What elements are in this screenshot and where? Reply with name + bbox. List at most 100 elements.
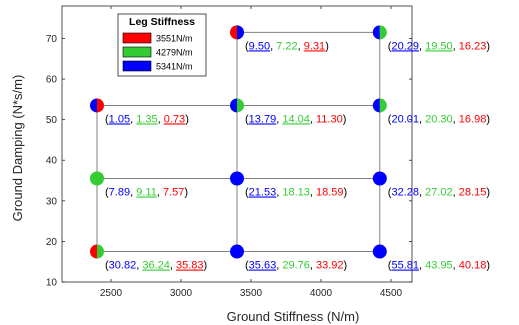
annotation-value: 9.11 [136, 187, 157, 199]
annotation-paren: ( [245, 113, 249, 125]
point-left-half [230, 98, 237, 113]
value-annotation: (1.05, 1.35, 0.73) [105, 113, 189, 125]
annotation-paren: ( [245, 260, 249, 272]
point-right-half [379, 98, 387, 113]
value-annotation: (7.89, 9.11, 7.57) [105, 187, 188, 199]
annotation-value: 14.04 [282, 113, 310, 125]
x-tick-label: 3500 [240, 288, 263, 299]
annotation-value: 9.50 [249, 40, 270, 52]
data-point [89, 244, 104, 259]
annotation-separator: , [453, 187, 459, 199]
point-left-half [89, 244, 97, 259]
annotation-paren: ( [388, 260, 392, 272]
annotation-value: 55.81 [391, 260, 419, 272]
data-point [230, 25, 244, 40]
annotation-separator: , [157, 187, 163, 199]
annotation-separator: , [419, 40, 425, 52]
annotation-value: 16.98 [459, 113, 487, 125]
legend-title: Leg Stiffness [129, 16, 195, 28]
annotation-paren: ( [388, 40, 392, 52]
value-annotation: (55.81, 43.95, 40.18) [388, 260, 490, 272]
annotation-separator: , [276, 113, 282, 125]
annotation-paren: ( [105, 113, 109, 125]
point-left-half [372, 98, 380, 113]
annotation-separator: ) [486, 260, 490, 272]
annotation-separator: , [453, 113, 459, 125]
annotation-value: 36.24 [142, 260, 170, 272]
annotation-separator: , [170, 260, 176, 272]
annotation-paren: ( [388, 113, 392, 125]
annotation-separator: ) [486, 40, 490, 52]
value-annotation: (30.82, 36.24, 35.83) [105, 260, 207, 272]
annotation-value: 13.79 [249, 113, 277, 125]
annotation-separator: ) [486, 113, 490, 125]
point-fill [90, 171, 104, 186]
annotation-separator: , [419, 113, 425, 125]
y-tick-label: 40 [46, 156, 58, 167]
data-point [230, 171, 244, 186]
annotation-value: 11.30 [316, 113, 343, 125]
annotation-value: 27.02 [425, 187, 453, 199]
value-annotation: (32.28, 27.02, 28.15) [388, 187, 490, 199]
point-left-half [230, 25, 237, 40]
point-right-half [237, 98, 244, 113]
legend-swatch [122, 60, 152, 72]
annotation-separator: , [310, 187, 316, 199]
annotation-separator: , [270, 40, 276, 52]
plot-frame [61, 5, 413, 283]
value-annotation: (20.01, 20.30, 16.98) [388, 113, 490, 125]
point-fill [372, 244, 387, 259]
annotation-separator: ) [344, 187, 348, 199]
annotation-separator: ) [325, 40, 329, 52]
legend: Leg Stiffness 3551N/m 4279N/m 5341N/m [117, 13, 207, 77]
data-point [90, 98, 104, 113]
annotation-separator: , [310, 260, 316, 272]
point-left-half [90, 98, 97, 113]
y-tick-label: 30 [46, 196, 58, 207]
annotation-paren: ( [245, 187, 249, 199]
annotation-value: 7.22 [276, 40, 297, 52]
point-right-half [97, 244, 104, 259]
legend-swatch [122, 32, 152, 44]
legend-entry-label: 4279N/m [156, 48, 193, 58]
annotation-paren: ( [245, 40, 249, 52]
data-point [372, 25, 387, 40]
annotation-paren: ( [388, 187, 392, 199]
point-right-half [97, 98, 104, 113]
legend-swatch [122, 46, 152, 58]
annotation-value: 20.30 [425, 113, 453, 125]
annotation-separator: , [453, 260, 459, 272]
annotation-separator: , [158, 113, 164, 125]
value-annotation: (20.29, 19.50, 16.23) [388, 40, 490, 52]
data-point [230, 98, 244, 113]
annotation-separator: , [276, 187, 282, 199]
annotation-paren: ( [105, 260, 109, 272]
point-fill [372, 171, 387, 186]
y-tick-label: 60 [46, 75, 58, 86]
annotation-value: 0.73 [164, 113, 185, 125]
value-annotation: (21.53, 18.13, 18.59) [245, 187, 347, 199]
annotation-separator: , [310, 113, 316, 125]
annotation-value: 40.18 [459, 260, 487, 272]
annotation-separator: ) [343, 113, 347, 125]
annotation-value: 20.01 [391, 113, 419, 125]
annotation-separator: ) [185, 113, 189, 125]
legend-entry-label: 5341N/m [156, 62, 193, 72]
annotation-value: 30.82 [109, 260, 137, 272]
point-right-half [379, 25, 387, 40]
data-point [372, 98, 387, 113]
data-point [372, 171, 387, 186]
annotation-value: 1.05 [109, 113, 130, 125]
y-tick-label: 20 [46, 237, 58, 248]
annotation-separator: , [298, 40, 304, 52]
annotation-separator: ) [204, 260, 208, 272]
value-annotation: (13.79, 14.04, 11.30) [245, 113, 346, 125]
annotation-separator: ) [344, 260, 348, 272]
annotation-value: 9.31 [304, 40, 325, 52]
y-tick-label: 50 [46, 115, 58, 126]
data-point [372, 244, 387, 259]
point-right-half [237, 25, 244, 40]
value-annotation: (35.63, 29.76, 33.92) [245, 260, 347, 272]
annotation-separator: ) [486, 187, 490, 199]
annotation-separator: , [419, 187, 425, 199]
